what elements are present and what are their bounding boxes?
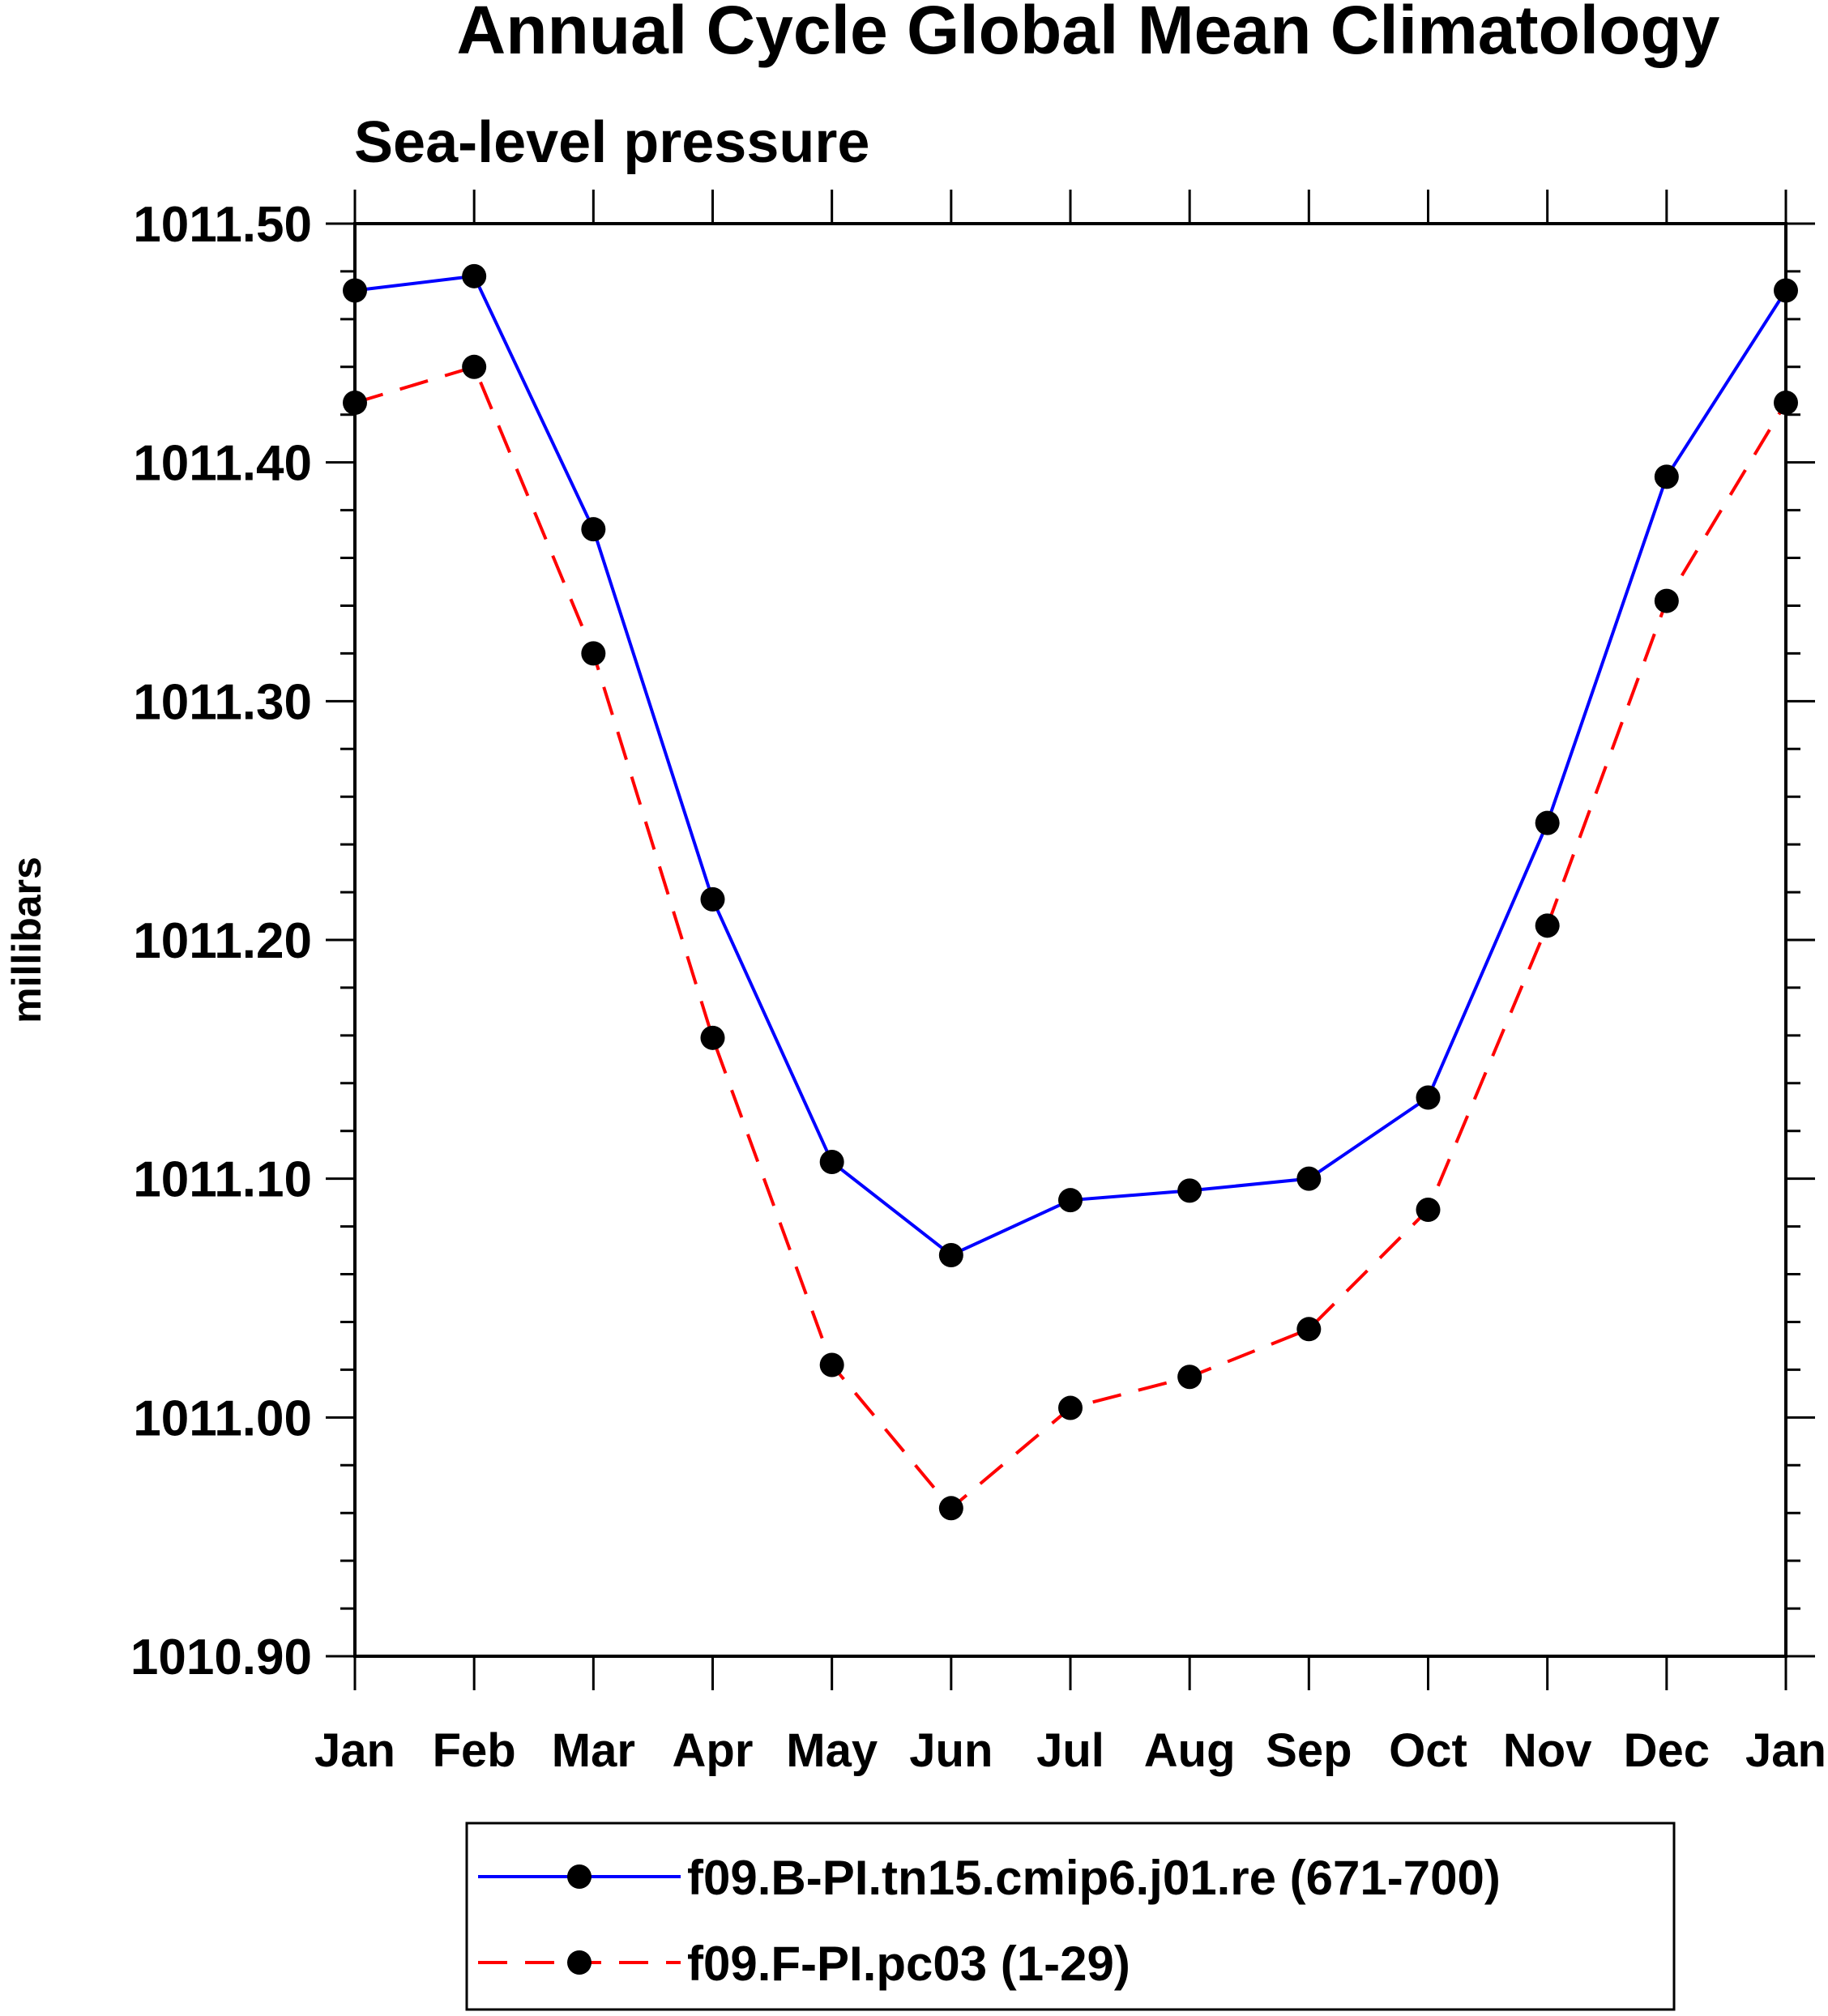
x-tick-label: Jan <box>314 1724 395 1777</box>
data-point <box>938 1242 963 1267</box>
x-tick-label: Oct <box>1389 1724 1467 1777</box>
axis-ticks <box>326 190 1815 1690</box>
x-tick-label: Jul <box>1036 1724 1104 1777</box>
data-point <box>1535 913 1560 938</box>
data-point <box>581 641 606 666</box>
x-tick-labels: Jan Feb Mar Apr May Jun Jul Aug Sep Oct Nov Dec Jan <box>314 1724 1826 1777</box>
series-layer <box>343 263 1798 1521</box>
x-tick-label: Sep <box>1266 1724 1352 1777</box>
plot-frame <box>353 222 1787 1658</box>
data-point <box>1296 1317 1322 1342</box>
y-axis-label: millibars <box>4 856 49 1023</box>
y-tick-label: 1011.30 <box>133 674 312 730</box>
y-tick-label: 1011.00 <box>133 1390 312 1446</box>
data-point <box>1058 1395 1083 1420</box>
data-point <box>581 517 606 542</box>
data-point <box>1416 1085 1441 1110</box>
legend-label-1: f09.B-PI.tn15.cmip6.j01.re (671-700) <box>687 1851 1501 1905</box>
series-line-1 <box>354 274 1787 1258</box>
y-tick-label: 1011.50 <box>133 197 312 253</box>
data-point <box>700 1025 725 1050</box>
series-line-2 <box>354 365 1787 1511</box>
data-point <box>1177 1178 1202 1203</box>
y-tick-label: 1011.10 <box>133 1152 312 1208</box>
data-point <box>819 1352 844 1377</box>
data-point <box>1535 810 1560 835</box>
legend-marker <box>567 1864 592 1889</box>
x-tick-label: Aug <box>1144 1724 1236 1777</box>
y-tick-labels: 1011.50 1011.40 1011.30 1011.20 1011.10 1011.… <box>130 197 312 1685</box>
x-tick-label: May <box>786 1724 878 1777</box>
legend-box <box>465 1822 1676 2011</box>
x-tick-label: Dec <box>1624 1724 1710 1777</box>
legend-marker <box>567 1950 592 1975</box>
data-point <box>1058 1188 1083 1213</box>
y-tick-label: 1011.40 <box>133 436 312 492</box>
data-point <box>1654 588 1679 613</box>
data-point <box>938 1496 963 1521</box>
data-point <box>819 1150 844 1175</box>
x-tick-label: Apr <box>673 1724 754 1777</box>
y-tick-label: 1011.20 <box>133 913 312 969</box>
legend: f09.B-PI.tn15.cmip6.j01.re (671-700) f09.… <box>465 1822 1676 2011</box>
data-point <box>1654 464 1679 489</box>
chart-subtitle: Sea-level pressure <box>354 110 869 175</box>
x-tick-label: Jan <box>1745 1724 1826 1777</box>
data-point <box>700 886 725 912</box>
x-tick-label: Mar <box>552 1724 635 1777</box>
chart-title: Annual Cycle Global Mean Climatology <box>457 0 1720 68</box>
data-point <box>1296 1166 1322 1191</box>
y-tick-label: 1010.90 <box>130 1629 312 1685</box>
legend-label-2: f09.F-PI.pc03 (1-29) <box>687 1937 1130 1991</box>
x-tick-label: Nov <box>1503 1724 1592 1777</box>
data-point <box>1416 1197 1441 1222</box>
x-tick-label: Feb <box>433 1724 516 1777</box>
x-tick-label: Jun <box>909 1724 993 1777</box>
data-point <box>462 263 487 288</box>
data-point <box>462 354 487 379</box>
data-point <box>1177 1365 1202 1390</box>
